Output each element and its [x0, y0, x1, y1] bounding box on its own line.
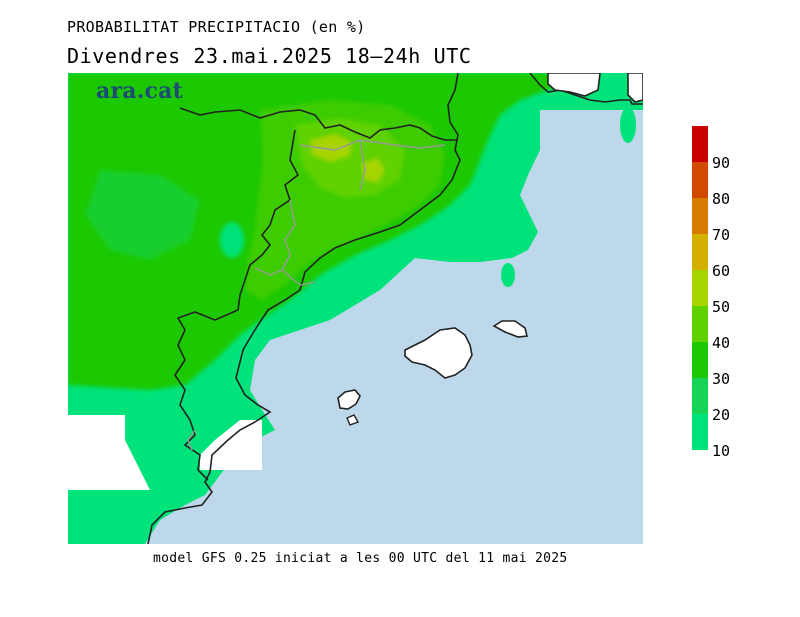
- legend-tick-label: 60: [712, 262, 731, 280]
- legend-swatch: [692, 306, 708, 342]
- menorca-island: [492, 320, 528, 338]
- border-provinces: [187, 139, 446, 451]
- legend-tick-label: 40: [712, 334, 731, 352]
- legend-tick-label: 70: [712, 226, 731, 244]
- legend-swatch: [692, 270, 708, 306]
- legend-swatch: [692, 162, 708, 198]
- corsica-coast: [627, 73, 643, 103]
- ara-cat-logo: ara.cat: [96, 78, 183, 104]
- legend-swatch: [692, 378, 708, 414]
- legend-tick-label: 10: [712, 442, 731, 460]
- france-coast-white: [547, 73, 601, 97]
- zone-20-30-light: [85, 170, 200, 260]
- map-title: PROBABILITAT PRECIPITACIO (en %): [67, 18, 366, 36]
- legend-swatch: [692, 342, 708, 378]
- zone-50-60: [310, 134, 352, 162]
- legend-tick-label: 50: [712, 298, 731, 316]
- legend-swatch: [692, 198, 708, 234]
- mallorca-island: [404, 327, 473, 379]
- legend-swatch: [692, 126, 708, 162]
- model-info: model GFS 0.25 iniciat a les 00 UTC del …: [153, 551, 568, 566]
- border-france: [179, 107, 458, 141]
- legend-colorbar: [692, 126, 708, 450]
- legend-tick-label: 90: [712, 154, 731, 172]
- legend-swatch: [692, 414, 708, 450]
- zone-10-20-spot-4: [113, 535, 137, 544]
- zone-50-60b: [362, 158, 385, 183]
- ibiza-island: [337, 389, 361, 410]
- formentera-island: [346, 414, 360, 426]
- zone-10-20-spot-2: [620, 107, 636, 143]
- no-data-area: [68, 415, 150, 490]
- legend-swatch: [692, 234, 708, 270]
- forecast-period: Divendres 23.mai.2025 18—24h UTC: [67, 44, 472, 68]
- no-data-area-2: [200, 420, 262, 470]
- legend-tick-label: 30: [712, 370, 731, 388]
- coastline-france: [529, 73, 643, 105]
- zone-10-20-spot: [220, 222, 244, 258]
- legend-tick-label: 20: [712, 406, 731, 424]
- border-aragon: [174, 129, 300, 481]
- zone-10-20-spot-3: [501, 263, 515, 287]
- legend-tick-label: 80: [712, 190, 731, 208]
